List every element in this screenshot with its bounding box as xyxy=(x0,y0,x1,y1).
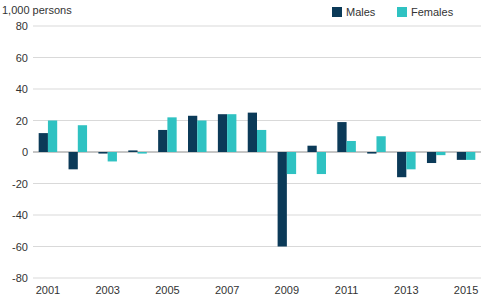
bar xyxy=(98,152,107,154)
bar xyxy=(218,114,227,152)
bar xyxy=(367,152,376,154)
grid-line xyxy=(33,246,481,247)
bar xyxy=(167,117,176,152)
bar xyxy=(376,136,385,152)
bar xyxy=(436,152,445,155)
bar xyxy=(48,121,57,153)
legend-swatch xyxy=(397,7,407,17)
bar xyxy=(457,152,466,160)
grid-line xyxy=(33,278,481,279)
x-tick-label: 2011 xyxy=(335,284,359,296)
x-tick-label: 2005 xyxy=(155,284,179,296)
bars xyxy=(39,113,476,247)
y-tick-label: 20 xyxy=(16,115,28,127)
y-tick-label: 40 xyxy=(16,83,28,95)
x-tick-label: 2007 xyxy=(215,284,239,296)
bar xyxy=(347,141,356,152)
legend-label: Males xyxy=(346,6,376,18)
bar xyxy=(337,122,346,152)
bar xyxy=(248,113,257,152)
grid-line xyxy=(33,183,481,184)
x-tick-label: 2009 xyxy=(275,284,299,296)
bar xyxy=(406,152,415,169)
y-axis-title: 1,000 persons xyxy=(2,4,72,16)
bar xyxy=(287,152,296,174)
bar xyxy=(317,152,326,174)
legend-swatch xyxy=(332,7,342,17)
x-tick-label: 2015 xyxy=(454,284,478,296)
bar xyxy=(188,116,197,152)
y-tick-label: 80 xyxy=(16,20,28,32)
bar xyxy=(39,133,48,152)
y-tick-label: -60 xyxy=(12,241,28,253)
bar xyxy=(307,146,316,152)
y-tick-label: -20 xyxy=(12,178,28,190)
bar xyxy=(227,114,236,152)
grid-line xyxy=(33,215,481,216)
bar xyxy=(128,150,137,152)
legend-background xyxy=(326,3,479,21)
y-tick-label: -40 xyxy=(12,209,28,221)
grid-line xyxy=(33,57,481,58)
x-tick-label: 2003 xyxy=(95,284,119,296)
bar xyxy=(397,152,406,177)
bar xyxy=(257,130,266,152)
bar xyxy=(69,152,78,169)
y-tick-label: 0 xyxy=(22,146,28,158)
bar xyxy=(78,125,87,152)
legend: Males Females xyxy=(326,3,479,21)
legend-label: Females xyxy=(411,6,454,18)
bar xyxy=(427,152,436,163)
chart: 1,000 persons -80 -60 -40 -20 0 20 40 60 80 2001 20… xyxy=(0,0,491,302)
bar xyxy=(278,152,287,247)
x-tick-label: 2013 xyxy=(394,284,418,296)
bar xyxy=(197,121,206,153)
bar xyxy=(158,130,167,152)
grid-line xyxy=(33,26,481,27)
x-tick-label: 2001 xyxy=(36,284,60,296)
bar xyxy=(466,152,475,160)
grid-line xyxy=(33,89,481,90)
bar xyxy=(138,152,147,154)
y-tick-label: -80 xyxy=(12,272,28,284)
y-tick-label: 60 xyxy=(16,52,28,64)
bar xyxy=(108,152,117,161)
